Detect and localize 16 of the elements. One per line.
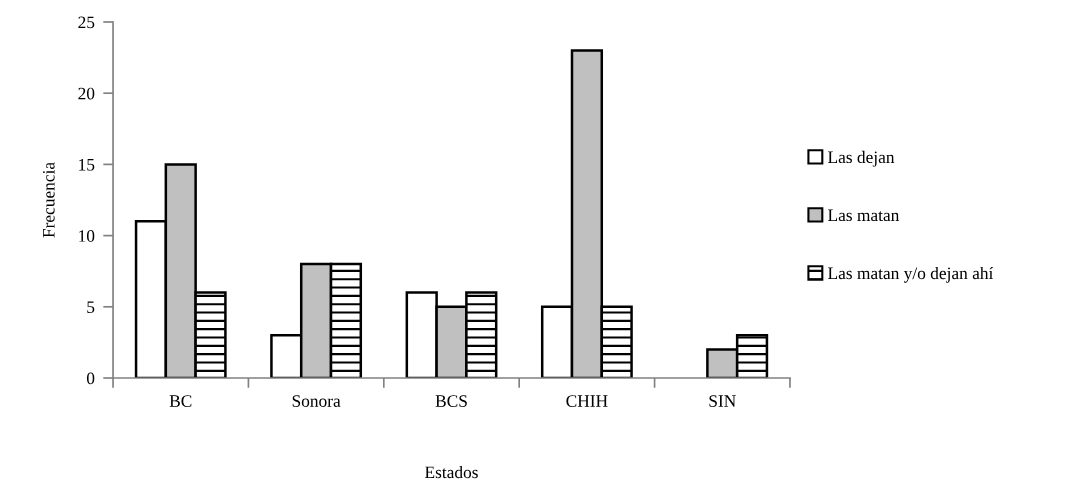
x-tick-label: SIN	[709, 395, 736, 407]
y-tick-label: 20	[78, 87, 95, 100]
y-tick-label: 10	[79, 230, 95, 242]
x-tick-label: Sonora	[292, 395, 341, 407]
x-axis-title: Estados	[424, 465, 478, 479]
y-tick-label: 0	[86, 372, 95, 385]
y-tick-label: 25	[78, 16, 95, 29]
legend-label: Las matan y/o dejan ahí	[828, 266, 994, 283]
y-tick-label: 5	[87, 301, 95, 313]
legend-label: Las dejan	[828, 150, 895, 167]
x-tick-label: BCS	[435, 395, 467, 407]
legend-label: Las matan	[828, 209, 900, 222]
x-tick-label: BC	[169, 395, 192, 407]
x-tick-label: CHIH	[566, 395, 608, 407]
y-axis-title: Frecuencia	[42, 162, 55, 238]
y-tick-label: 15	[79, 158, 95, 171]
